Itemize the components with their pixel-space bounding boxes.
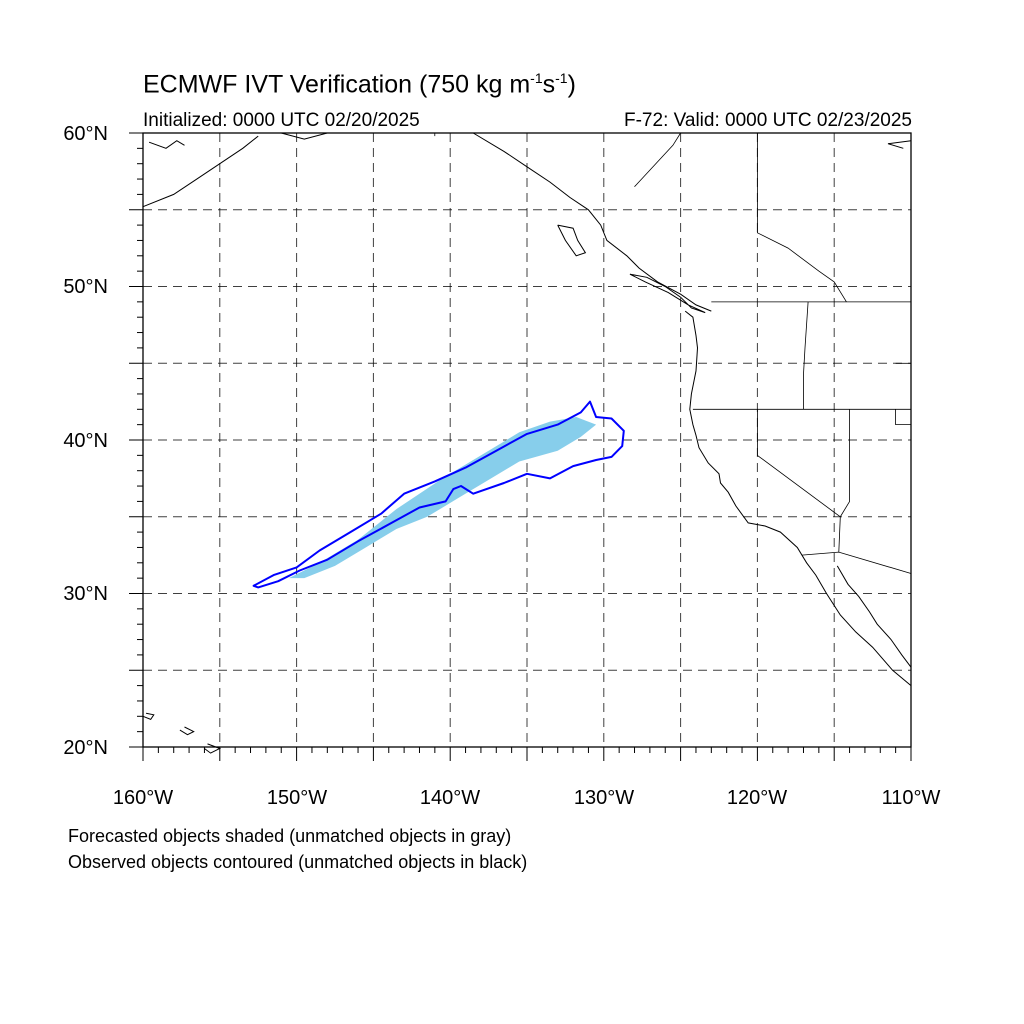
political-border	[801, 551, 912, 574]
coastline	[629, 273, 706, 314]
lon-label-110w: 110°W	[881, 787, 941, 809]
title-exponent-1: -1	[530, 70, 543, 86]
valid-time: F-72: Valid: 0000 UTC 02/23/2025	[624, 110, 912, 131]
title-end: )	[567, 70, 576, 99]
lat-label-40n: 40°N	[63, 430, 108, 452]
lat-label-30n: 30°N	[63, 583, 108, 605]
coastline	[204, 743, 222, 754]
lon-label-140w: 140°W	[419, 787, 481, 809]
coastline	[142, 712, 155, 721]
coastline	[142, 135, 259, 208]
observed-object-contour	[252, 400, 625, 589]
lat-label-50n: 50°N	[63, 276, 108, 298]
init-time: Initialized: 0000 UTC 02/20/2025	[143, 110, 420, 131]
border-layer	[434, 132, 912, 574]
lat-label-20n: 20°N	[63, 737, 108, 759]
title-exponent-2: -1	[555, 70, 568, 86]
map-frame	[142, 132, 912, 748]
political-border	[838, 409, 850, 553]
lat-label-60n: 60°N	[63, 123, 108, 145]
coastline	[836, 565, 912, 668]
lon-label-130w: 130°W	[573, 787, 635, 809]
political-border	[757, 409, 841, 518]
title-mid: s	[542, 70, 556, 99]
coastline	[557, 224, 587, 257]
coastline	[281, 132, 358, 140]
observed-note: Observed objects contoured (unmatched ob…	[68, 852, 528, 872]
political-border	[634, 132, 681, 187]
political-border	[803, 301, 809, 410]
lon-label-150w: 150°W	[266, 787, 328, 809]
coastline	[684, 310, 912, 686]
title-main: ECMWF IVT Verification (750 kg m	[143, 70, 531, 99]
forecast-note: Forecasted objects shaded (unmatched obj…	[68, 826, 512, 846]
political-border	[757, 133, 847, 303]
coastline	[472, 132, 712, 312]
lon-label-160w: 160°W	[112, 787, 174, 809]
political-border	[895, 409, 911, 426]
coastline	[148, 140, 185, 149]
lon-label-120w: 120°W	[726, 787, 788, 809]
coastline	[887, 140, 912, 149]
coastline	[179, 726, 195, 736]
tick-marks	[129, 132, 912, 761]
map-title: ECMWF IVT Verification (750 kg m-1s-1)	[143, 70, 576, 99]
observed-object-layer	[252, 400, 625, 589]
